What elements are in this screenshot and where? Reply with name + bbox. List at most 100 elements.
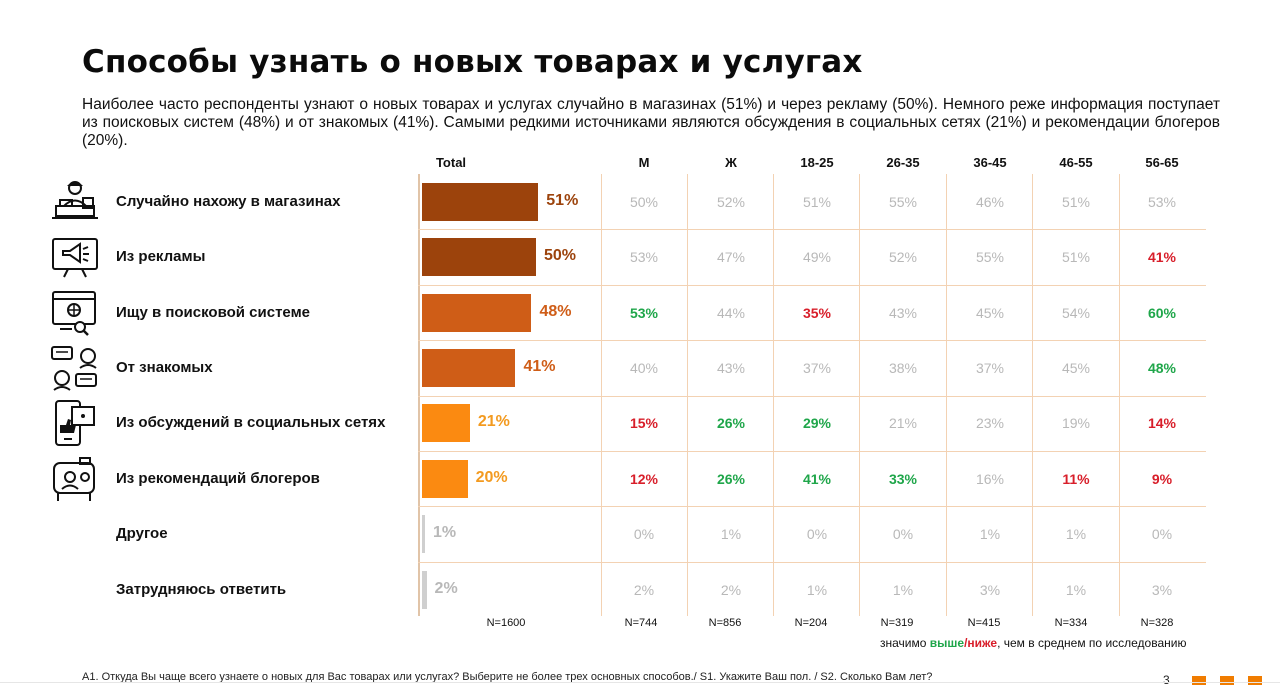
- row-label: Из обсуждений в социальных сетях: [116, 414, 386, 431]
- segment-value-cell: 40%: [629, 360, 659, 376]
- sample-size: N=856: [708, 617, 742, 629]
- segment-value-cell: 51%: [1061, 194, 1091, 210]
- segment-value-cell: 0%: [1151, 526, 1173, 542]
- segment-value-cell: 53%: [1147, 194, 1177, 210]
- total-bar-label: 50%: [544, 247, 577, 264]
- row-separator: [418, 396, 1206, 397]
- legend-suffix: , чем в среднем по исследованию: [997, 636, 1187, 650]
- column-header: 26-35: [886, 155, 920, 170]
- segment-value-cell: 1%: [1065, 526, 1087, 542]
- web-search-icon: [50, 289, 100, 337]
- total-bar-label: 21%: [477, 413, 510, 430]
- segment-value-cell: 16%: [975, 471, 1005, 487]
- segment-value-cell: 49%: [802, 249, 832, 265]
- bar-axis: [418, 174, 420, 616]
- shop-cashier-icon: [50, 178, 100, 226]
- row-label: Другое: [116, 525, 168, 542]
- sample-size: N=334: [1054, 617, 1088, 629]
- total-bar: [422, 183, 539, 221]
- segment-value-cell: 43%: [888, 305, 918, 321]
- row-label: Затрудняюсь ответить: [116, 581, 287, 598]
- legend-separator: /: [964, 636, 968, 650]
- segment-value-cell: 60%: [1147, 305, 1177, 321]
- segment-value-cell: 1%: [806, 582, 828, 598]
- column-header: 36-45: [973, 155, 1007, 170]
- segment-value-cell: 11%: [1062, 471, 1090, 487]
- row-separator: [418, 506, 1206, 507]
- column-separator: [1119, 174, 1120, 616]
- brand-square: [1220, 676, 1234, 685]
- segment-value-cell: 0%: [892, 526, 914, 542]
- segment-value-cell: 0%: [633, 526, 655, 542]
- page-number: 3: [1163, 673, 1170, 687]
- segment-value-cell: 12%: [629, 471, 659, 487]
- segment-value-cell: 47%: [716, 249, 746, 265]
- segment-value-cell: 2%: [720, 582, 742, 598]
- row-separator: [418, 285, 1206, 286]
- total-bar: [422, 349, 516, 387]
- brand-square: [1248, 676, 1262, 685]
- sample-size: N=319: [880, 617, 914, 629]
- column-separator: [1032, 174, 1033, 616]
- people-chat-icon: [50, 344, 100, 392]
- total-bar: [422, 238, 536, 276]
- segment-value-cell: 38%: [888, 360, 918, 376]
- legend-higher: выше: [929, 636, 965, 650]
- segment-value-cell: 37%: [802, 360, 832, 376]
- segment-value-cell: 3%: [1151, 582, 1173, 598]
- segment-value-cell: 26%: [716, 471, 746, 487]
- segment-value-cell: 21%: [888, 415, 918, 431]
- total-bar: [422, 571, 427, 609]
- column-separator: [946, 174, 947, 616]
- sample-size: N=1600: [486, 617, 526, 629]
- total-bar-label: 51%: [546, 192, 579, 209]
- page-subtitle: Наиболее часто респонденты узнают о новы…: [82, 96, 1220, 149]
- segment-value-cell: 52%: [716, 194, 746, 210]
- sample-size: N=744: [624, 617, 658, 629]
- row-separator: [418, 229, 1206, 230]
- segment-value-cell: 23%: [975, 415, 1005, 431]
- column-separator: [859, 174, 860, 616]
- blogger-icon: [50, 455, 100, 503]
- column-separator: [601, 174, 602, 616]
- total-bar: [422, 404, 470, 442]
- segment-value-cell: 1%: [892, 582, 914, 598]
- segment-value-cell: 55%: [888, 194, 918, 210]
- column-header-total: Total: [435, 155, 467, 170]
- segment-value-cell: 29%: [802, 415, 832, 431]
- segment-value-cell: 52%: [888, 249, 918, 265]
- row-label: От знакомых: [116, 359, 213, 376]
- column-header: Ж: [725, 155, 737, 170]
- segment-value-cell: 33%: [888, 471, 918, 487]
- column-separator: [773, 174, 774, 616]
- segment-value-cell: 3%: [979, 582, 1001, 598]
- brand-square: [1192, 676, 1206, 685]
- legend-lower: ниже: [967, 636, 998, 650]
- total-bar-label: 48%: [539, 303, 572, 320]
- sample-size: N=415: [967, 617, 1001, 629]
- total-bar-label: 2%: [434, 580, 458, 597]
- column-separator: [687, 174, 688, 616]
- segment-value-cell: 43%: [716, 360, 746, 376]
- segment-value-cell: 41%: [802, 471, 832, 487]
- total-bar: [422, 515, 425, 553]
- column-header: М: [638, 155, 650, 170]
- total-bar: [422, 294, 532, 332]
- segment-value-cell: 26%: [716, 415, 746, 431]
- question-footnote: A1. Откуда Вы чаще всего узнаете о новых…: [82, 671, 933, 683]
- bottom-rule: [0, 682, 1280, 683]
- segment-value-cell: 9%: [1151, 471, 1173, 487]
- segment-value-cell: 1%: [979, 526, 1001, 542]
- segment-value-cell: 1%: [720, 526, 742, 542]
- column-header: 56-65: [1145, 155, 1179, 170]
- social-like-icon: [50, 399, 100, 447]
- row-label: Из рекламы: [116, 248, 206, 265]
- row-label: Случайно нахожу в магазинах: [116, 193, 341, 210]
- segment-value-cell: 51%: [1061, 249, 1091, 265]
- segment-value-cell: 45%: [975, 305, 1005, 321]
- total-bar: [422, 460, 468, 498]
- megaphone-icon: [50, 233, 100, 281]
- segment-value-cell: 53%: [629, 249, 659, 265]
- segment-value-cell: 0%: [806, 526, 828, 542]
- page-title: Способы узнать о новых товарах и услугах: [82, 44, 863, 80]
